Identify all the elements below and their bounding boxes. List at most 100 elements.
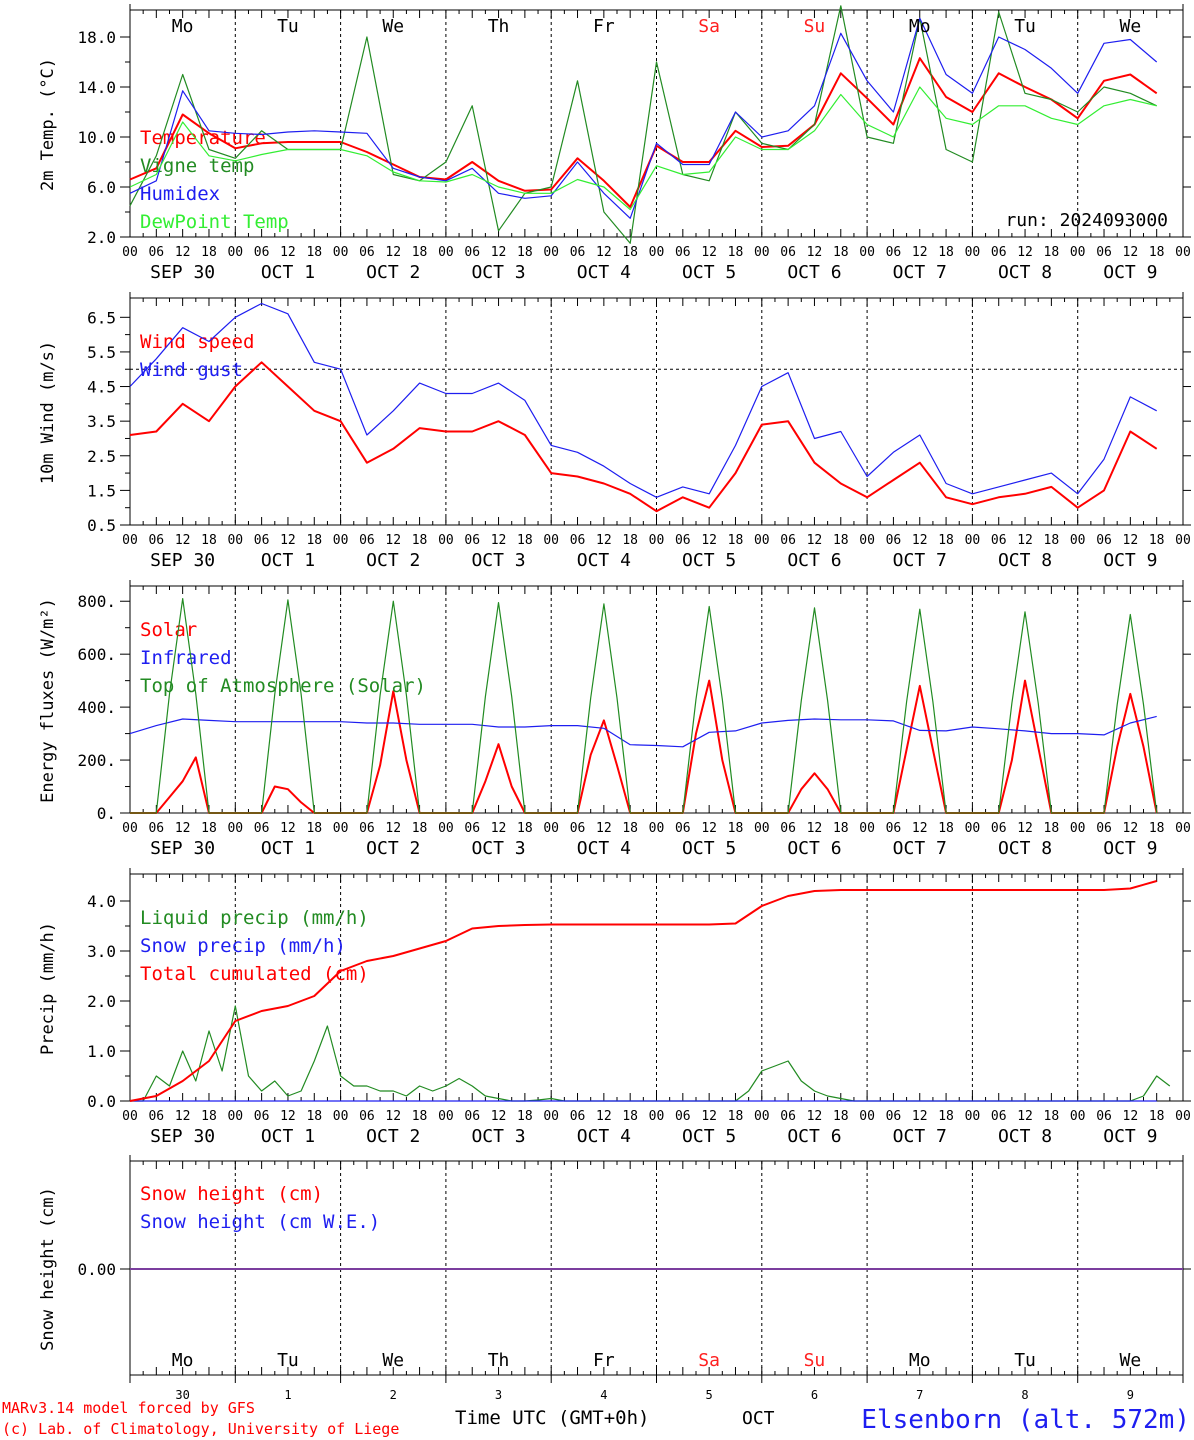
hour-tick-label: 12: [280, 1109, 296, 1124]
hour-tick-label: 12: [1123, 1109, 1139, 1124]
date-label: OCT 7: [893, 262, 947, 283]
hour-tick-label: 18: [201, 533, 217, 548]
y-axis-title: Snow height (cm): [38, 1187, 58, 1351]
hour-tick-label: 06: [148, 821, 164, 836]
date-label: OCT 3: [471, 262, 525, 283]
hour-tick-label: 18: [1149, 245, 1165, 260]
y-tick-label: 3.5: [87, 412, 116, 431]
hour-tick-label: 00: [754, 1109, 770, 1124]
hour-tick-label: 06: [148, 245, 164, 260]
legend-entry-red: Solar: [140, 619, 197, 641]
hour-tick-label: 06: [1096, 1109, 1112, 1124]
y-tick-label: 6.5: [87, 308, 116, 327]
hour-tick-label: 12: [807, 533, 823, 548]
hour-tick-label: 00: [754, 533, 770, 548]
date-label: OCT 5: [682, 262, 736, 283]
hour-tick-label: 00: [543, 1109, 559, 1124]
date-label: OCT 7: [893, 1126, 947, 1147]
hour-tick-label: 06: [1096, 821, 1112, 836]
panel-precip: 0.0 1.0 2.0 3.0 4.0 Precip (mm/h) Liquid preci…: [38, 868, 1191, 1147]
hour-tick-label: 00: [227, 821, 243, 836]
date-label: OCT 3: [471, 838, 525, 859]
hour-tick-label: 00: [227, 245, 243, 260]
date-label: OCT 9: [1103, 262, 1157, 283]
hour-tick-label: 12: [175, 533, 191, 548]
hour-tick-label: 12: [280, 245, 296, 260]
date-label: OCT 2: [366, 838, 420, 859]
hour-tick-label: 06: [570, 533, 586, 548]
hour-tick-label: 06: [886, 245, 902, 260]
hour-tick-label: 06: [464, 245, 480, 260]
hour-tick-label: 00: [438, 533, 454, 548]
date-label: OCT 4: [577, 262, 631, 283]
series-line-lightgreen: [129, 86, 1157, 211]
hour-tick-label: 00: [649, 245, 665, 260]
y-tick-label: 14.0: [77, 78, 116, 97]
hour-tick-label: 18: [833, 1109, 849, 1124]
day-name: We: [382, 16, 404, 37]
hour-tick-label: 18: [412, 821, 428, 836]
hour-tick-label: 00: [122, 1109, 138, 1124]
day-name: Mo: [909, 16, 931, 37]
hour-tick-label: 18: [938, 533, 954, 548]
hour-tick-label: 06: [991, 1109, 1007, 1124]
hour-tick-label: 06: [991, 533, 1007, 548]
date-label: OCT 8: [998, 838, 1052, 859]
day-number: 7: [916, 1388, 923, 1402]
series-line-red: [129, 880, 1157, 1102]
hour-tick-label: 00: [859, 821, 875, 836]
hour-tick-label: 18: [1044, 533, 1060, 548]
panel-temp: 2.06.010.014.018.02m Temp. (°C) Temperatu…: [38, 4, 1191, 283]
hour-tick-label: 00: [859, 245, 875, 260]
hour-tick-label: 12: [280, 533, 296, 548]
hour-tick-label: 12: [596, 533, 612, 548]
date-label: SEP 30: [150, 1126, 215, 1147]
y-tick-label: 200.: [77, 751, 116, 770]
hour-tick-label: 12: [175, 1109, 191, 1124]
day-name: Sa: [698, 1350, 720, 1371]
hour-tick-label: 12: [701, 533, 717, 548]
hour-tick-label: 00: [333, 533, 349, 548]
hour-tick-label: 12: [596, 245, 612, 260]
hour-tick-label: 06: [1096, 245, 1112, 260]
hour-tick-label: 18: [938, 1109, 954, 1124]
hour-tick-label: 06: [464, 1109, 480, 1124]
hour-tick-label: 06: [570, 1109, 586, 1124]
y-tick-label: 18.0: [77, 28, 116, 47]
hour-tick-label: 12: [701, 821, 717, 836]
hour-tick-label: 00: [1070, 245, 1086, 260]
date-label: OCT 5: [682, 838, 736, 859]
hour-tick-label: 18: [1149, 533, 1165, 548]
hour-tick-label: 00: [122, 533, 138, 548]
day-name: Sa: [698, 16, 720, 37]
hour-tick-label: 18: [833, 821, 849, 836]
date-label: OCT 6: [787, 838, 841, 859]
legend-entry-blue: Snow precip (mm/h): [140, 935, 346, 957]
hour-tick-label: 00: [543, 533, 559, 548]
legend-entry-lightgreen: DewPoint Temp: [140, 211, 289, 233]
series-line-blue: [129, 715, 1157, 748]
y-tick-label: 400.: [77, 698, 116, 717]
day-name: We: [1120, 16, 1142, 37]
hour-tick-label: 12: [701, 1109, 717, 1124]
date-label: OCT 3: [471, 550, 525, 571]
date-label: OCT 2: [366, 1126, 420, 1147]
series-line-green: [129, 5, 1157, 244]
hour-tick-label: 06: [254, 1109, 270, 1124]
day-number: 3: [495, 1388, 502, 1402]
hour-tick-label: 12: [1123, 245, 1139, 260]
date-label: OCT 8: [998, 550, 1052, 571]
day-number: 2: [390, 1388, 397, 1402]
day-name: Fr: [593, 16, 615, 37]
date-label: OCT 9: [1103, 1126, 1157, 1147]
y-tick-label: 2.0: [87, 228, 116, 247]
hour-tick-label: 18: [622, 533, 638, 548]
legend-entry-red: Wind speed: [140, 331, 254, 353]
hour-tick-label: 18: [517, 533, 533, 548]
hour-tick-label: 06: [359, 821, 375, 836]
hour-tick-label: 06: [570, 821, 586, 836]
date-label: OCT 6: [787, 1126, 841, 1147]
run-label: run: 2024093000: [1005, 210, 1168, 231]
hour-tick-label: 12: [491, 821, 507, 836]
date-label: OCT 5: [682, 1126, 736, 1147]
